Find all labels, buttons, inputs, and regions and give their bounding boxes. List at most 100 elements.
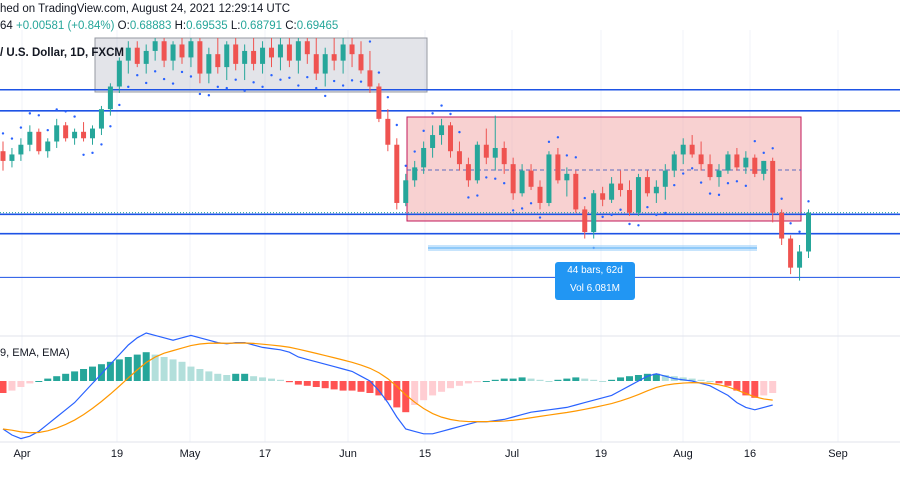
candle [806, 212, 811, 252]
psar-dot [234, 78, 237, 81]
histogram-bar [97, 364, 105, 381]
candle [421, 147, 427, 168]
candle [251, 50, 257, 64]
measure-tooltip: 44 bars, 62d Vol 6.081M [555, 262, 635, 300]
psar-dot [511, 209, 515, 212]
candle [448, 125, 453, 152]
psar-dot [1, 132, 5, 135]
candle [528, 170, 534, 187]
psar-dot [798, 230, 801, 233]
candle [546, 154, 552, 203]
histogram-bar [106, 361, 114, 381]
histogram-bar [769, 381, 777, 393]
published-text: hed on TradingView.com, August 24, 2021 … [0, 3, 291, 15]
candle [680, 144, 686, 155]
psar-dot [91, 151, 94, 155]
candle [752, 157, 758, 174]
candle [331, 54, 337, 61]
histogram-bar [151, 354, 159, 381]
histogram-bar [626, 376, 633, 381]
x-tick-label: 15 [418, 448, 432, 460]
psar-dot [574, 156, 577, 159]
psar-dot [404, 164, 407, 167]
psar-dot [359, 80, 363, 83]
psar-dot [467, 196, 470, 199]
parabolic-sar [1, 40, 810, 250]
histogram-bar [0, 381, 7, 393]
histogram-bar [751, 381, 759, 398]
psar-dot [37, 114, 40, 117]
histogram-bar [232, 373, 240, 381]
candle [573, 173, 579, 210]
header-ohlc: 64 +0.00581 (+0.84%) O:0.68883 H:0.69535… [0, 20, 338, 32]
x-tick-label: 19 [110, 448, 124, 460]
candle [260, 47, 266, 64]
candle [734, 154, 740, 168]
histogram-bar [608, 379, 616, 381]
histogram-bar [500, 378, 508, 381]
histogram-bar [706, 381, 714, 382]
candle [81, 131, 87, 139]
psar-dot [377, 71, 381, 74]
psar-dot [270, 73, 273, 77]
candle [286, 44, 292, 61]
psar-dot [494, 177, 497, 180]
histogram-bar [160, 357, 168, 381]
histogram-bar [527, 378, 535, 381]
candle [609, 183, 615, 200]
candle [743, 157, 749, 168]
candle [635, 177, 641, 213]
histogram-bar [491, 379, 499, 381]
psar-dot [118, 103, 121, 107]
x-tick-label: 19 [594, 448, 608, 460]
x-tick-label: Apr [13, 448, 31, 460]
histogram-bar [599, 381, 607, 382]
indicator-label: 9, EMA, EMA) [0, 347, 70, 359]
consolidation-box-gray [94, 37, 428, 93]
histogram-bar [518, 377, 526, 381]
candle [242, 50, 248, 64]
psar-dot [520, 207, 524, 210]
psar-dot [673, 183, 676, 187]
open-label: O: [117, 20, 130, 32]
candle [54, 125, 60, 142]
histogram-bar [393, 381, 401, 408]
candle [269, 47, 274, 58]
candle [394, 144, 400, 203]
histogram-bar [178, 361, 186, 381]
candle [18, 144, 24, 155]
low-label: L: [230, 20, 241, 32]
histogram-bar [688, 378, 696, 381]
psar-dot [216, 85, 219, 89]
candle [555, 154, 561, 181]
candle [537, 186, 543, 203]
histogram-bar [8, 381, 16, 391]
candle [349, 44, 355, 55]
candle [304, 41, 310, 55]
histogram-bar [572, 377, 580, 381]
consolidation-box-red [406, 116, 802, 222]
psar-dot [807, 200, 810, 203]
histogram-bar [115, 359, 123, 381]
psar-dot [279, 78, 282, 81]
psar-dot [341, 84, 345, 87]
psar-dot [19, 126, 23, 129]
psar-dot [180, 70, 184, 74]
psar-dot [449, 112, 452, 116]
candle [698, 154, 704, 165]
psar-dot [28, 112, 32, 115]
candle [233, 44, 239, 64]
psar-dot [619, 208, 622, 211]
psar-dot [127, 85, 130, 89]
x-tick-label: Jul [504, 448, 520, 460]
psar-dot [332, 79, 336, 83]
x-tick-label: 16 [743, 448, 757, 460]
psar-dot [628, 222, 631, 226]
candle [367, 70, 373, 87]
psar-dot [458, 130, 461, 134]
candle [788, 238, 794, 268]
histogram-bar [590, 379, 598, 381]
histogram-bar [536, 379, 544, 381]
psar-dot [252, 81, 255, 84]
